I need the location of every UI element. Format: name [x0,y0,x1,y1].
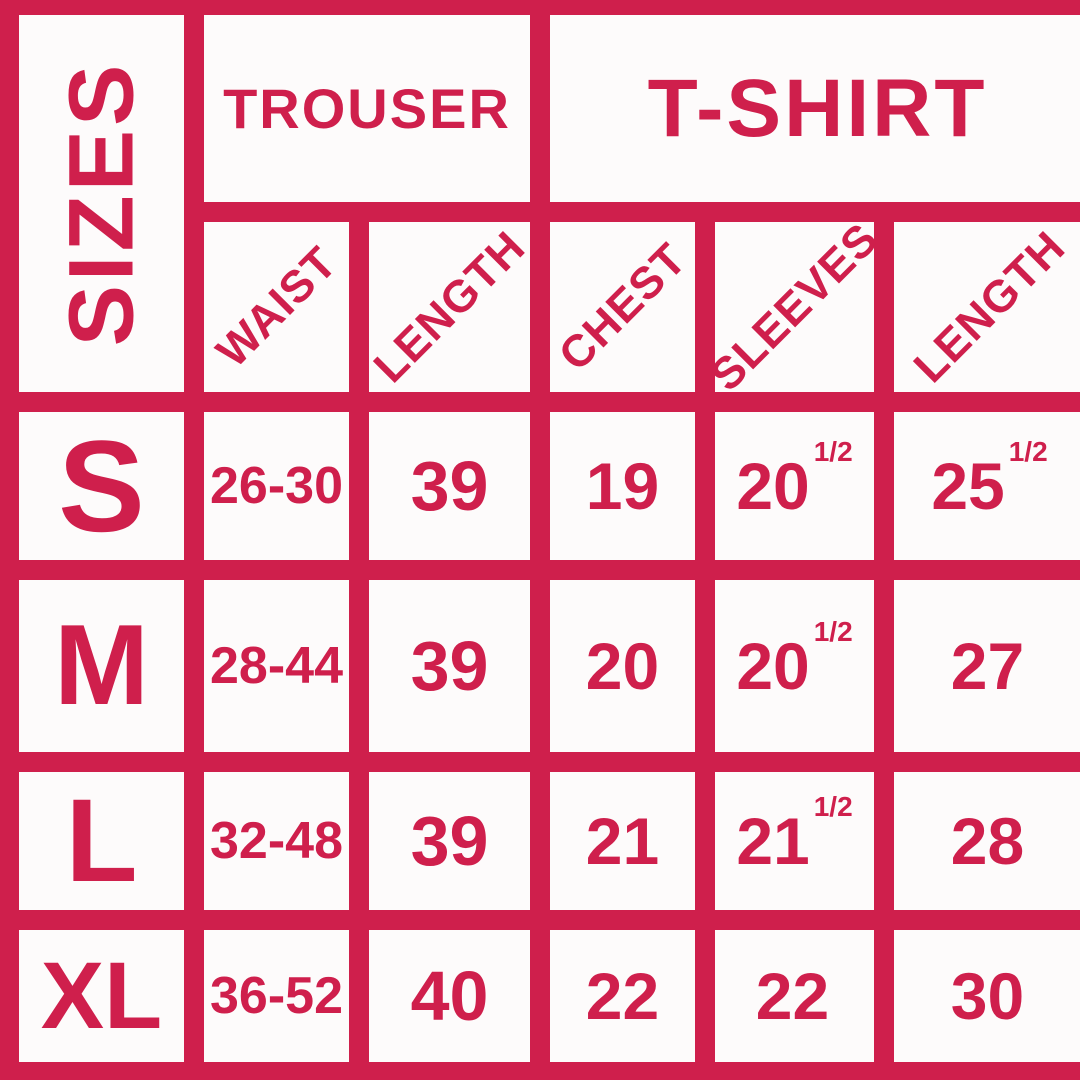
s-waist-cell: 26-30 [204,412,349,560]
m-sleeves-value: 20 [736,629,810,703]
m-waist-cell: 28-44 [204,580,349,752]
trouser-group-label: TROUSER [223,77,511,140]
l-trouser-length-cell: 39 [369,772,530,910]
s-tshirt-length-value: 25 [931,449,1005,523]
sizes-title: SIZES [50,60,153,347]
l-tshirt-length-cell: 28 [894,772,1080,910]
xl-waist-cell: 36-52 [204,930,349,1062]
m-sleeves-fraction: 1/2 [813,616,853,647]
xl-sleeves-value: 22 [755,959,830,1033]
s-trouser-length-cell: 39 [369,412,530,560]
size-label-m: M [54,602,149,729]
column-header-tshirt-length: LENGTH [894,221,1080,393]
s-waist-value: 26-30 [210,457,343,515]
chest-column-label: CHEST [548,232,696,381]
xl-chest-value: 22 [585,959,660,1033]
size-label-l: L [65,775,138,907]
xl-sleeves-cell: 22 [715,930,874,1062]
column-header-sleeves: SLEEVES [700,213,888,401]
xl-tshirt-length-cell: 30 [894,930,1080,1062]
tshirt-group-header: T-SHIRT [550,15,1080,202]
m-chest-cell: 20 [550,580,695,752]
l-sleeves-value: 21 [736,804,810,878]
l-sleeves-fraction: 1/2 [813,791,853,822]
m-trouser-length-value: 39 [410,627,489,705]
xl-chest-cell: 22 [550,930,695,1062]
l-sleeves-cell: 21 1/2 [715,772,874,910]
l-waist-cell: 32-48 [204,772,349,910]
l-chest-value: 21 [585,804,660,878]
l-waist-value: 32-48 [210,812,343,870]
m-tshirt-length-cell: 27 [894,580,1080,752]
size-row-l-label-cell: L [19,772,184,910]
sleeves-column-label: SLEEVES [700,212,889,401]
l-chest-cell: 21 [550,772,695,910]
l-tshirt-length-value: 28 [950,804,1025,878]
xl-tshirt-length-value: 30 [950,959,1025,1033]
m-trouser-length-cell: 39 [369,580,530,752]
s-sleeves-fraction: 1/2 [813,436,853,467]
xl-waist-value: 36-52 [210,967,343,1025]
s-chest-value: 19 [585,449,660,523]
s-trouser-length-value: 39 [410,447,489,525]
size-label-xl: XL [40,942,163,1049]
m-chest-value: 20 [585,629,660,703]
s-sleeves-value: 20 [736,449,810,523]
s-sleeves-cell: 20 1/2 [715,412,874,560]
m-tshirt-length-value: 27 [950,629,1025,703]
column-header-trouser-length: LENGTH [364,221,535,392]
column-header-chest: CHEST [548,222,696,392]
xl-trouser-length-cell: 40 [369,930,530,1062]
l-trouser-length-value: 39 [410,802,489,880]
m-sleeves-cell: 20 1/2 [715,580,874,752]
m-waist-value: 28-44 [210,637,343,695]
trouser-length-column-label: LENGTH [363,221,535,393]
s-tshirt-length-fraction: 1/2 [1008,436,1048,467]
size-row-s-label-cell: S [19,412,184,560]
s-chest-cell: 19 [550,412,695,560]
xl-trouser-length-value: 40 [410,957,489,1035]
waist-column-label: WAIST [205,236,347,377]
size-label-s: S [58,413,145,559]
tshirt-length-column-label: LENGTH [903,221,1075,393]
sizes-title-cell: SIZES [19,15,184,392]
size-row-m-label-cell: M [19,580,184,752]
tshirt-group-label: T-SHIRT [647,62,988,154]
trouser-group-header: TROUSER [204,15,530,202]
column-header-waist: WAIST [204,222,349,392]
s-tshirt-length-cell: 25 1/2 [894,412,1080,560]
size-row-xl-label-cell: XL [19,930,184,1062]
